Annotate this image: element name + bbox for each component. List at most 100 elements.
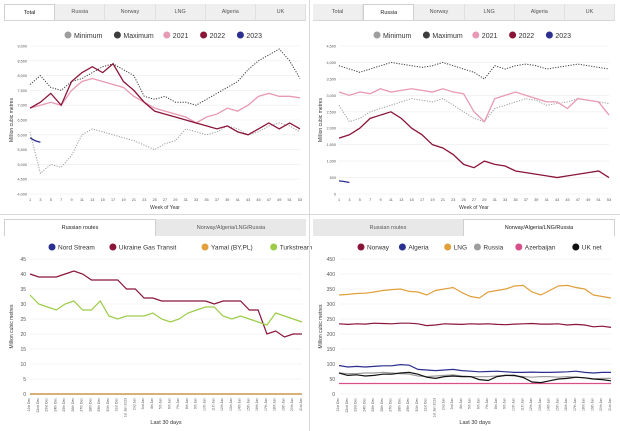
x-tick-label: 23 [451,198,455,202]
x-tick-label: 6th Jan [476,398,480,409]
panel-russia: Total Russia Norway LNG Algeria UK Minim… [313,4,616,212]
y-tick-label: 2,500 [326,110,336,114]
x-tick-label: 49 [277,198,281,202]
x-tick-label: 25th Dec [62,398,66,412]
x-tick-label: 35 [513,198,517,202]
y-tick-label: 6,000 [17,133,27,137]
x-tick-label: 51 [287,198,291,202]
chart-russia: Minimum Maximum 2021 2022 2023 0 500 1,000 1,500… [318,31,611,211]
series-line-lng [338,284,612,299]
legend-label-ukraine-gas-transit: Ukraine Gas Transit [119,245,177,252]
tab-uk[interactable]: UK [256,4,307,20]
x-tick-label: 27 [163,198,167,202]
y-tick-label: 3,500 [326,77,336,81]
x-tick-label: 7 [369,198,371,202]
x-tick-label: 26th Dec [380,398,384,412]
tabs-top-left: Total Russia Norway LNG Algeria UK [4,4,307,21]
x-tick-label: 19 [430,198,434,202]
x-tick-label: 18th Jan [582,398,586,411]
legend-label-maximum: Maximum [432,33,463,40]
tab-total[interactable]: Total [4,4,56,20]
x-tick-label: 24th Dec [362,398,366,412]
x-tick-label: 13 [90,198,94,202]
x-tick-label: 10th Jan [202,398,206,411]
tab-russian-routes[interactable]: Russian routes [313,219,463,236]
x-tick-label: 20th Jan [599,398,603,411]
tab-russia[interactable]: Russia [363,4,415,20]
legend-marker-nord-stream [48,243,56,251]
tab-norway-algeria-lng-russia[interactable]: Norway/Algeria/LNG/Russia [156,219,306,236]
tab-algeria[interactable]: Algeria [206,4,256,20]
y-tick-label: 3,000 [326,94,336,98]
x-tick-label: 45 [256,198,260,202]
tab-russia[interactable]: Russia [55,4,106,20]
y-axis-label: Million cubic metres [9,98,15,142]
y-tick-label: 9,000 [17,45,27,49]
x-tick-label: 6th Jan [167,398,171,409]
y-tick-label: 40 [20,272,26,278]
x-tick-label: 18th Jan [273,398,277,411]
x-tick-label: 41 [236,198,240,202]
y-axis-label: Million cubic metres [318,98,324,142]
x-tick-label: 17 [111,198,115,202]
x-tick-label: 1 [338,198,340,202]
y-tick-label: 45 [20,257,26,263]
x-tick-label: 35 [204,198,208,202]
tab-norway-algeria-lng-russia[interactable]: Norway/Algeria/LNG/Russia [463,219,615,236]
x-tick-label: 15th Jan [246,398,250,411]
tabs-bottom-right: Russian routes Norway/Algeria/LNG/Russia [313,219,615,236]
y-tick-label: 2,000 [326,127,336,131]
x-tick-label: 21st Jan [608,398,612,411]
series-line-ukraine-gas-transit [29,270,302,338]
tab-norway[interactable]: Norway [414,4,465,20]
series-line-minimum [338,98,610,123]
tab-lng[interactable]: LNG [156,4,206,20]
legend-label-azerbaijan: Azerbaijan [525,245,556,252]
legend-item-turkstream: Turkstream [270,243,312,252]
chart-supply-sources: Norway Algeria LNG Russia Azerbaijan UK net 0 5… [318,243,612,426]
tab-algeria[interactable]: Algeria [515,4,565,20]
x-tick-label: 9 [70,198,72,202]
x-tick-label: 12th Jan [220,398,224,411]
legend-item-maximum: Maximum [422,31,463,40]
legend-label-nord-stream: Nord Stream [58,245,95,252]
y-tick-label: 15 [20,347,26,353]
x-tick-label: 9th Jan [194,398,198,409]
x-tick-label: 7th Jan [485,398,489,409]
series-line-russia [338,371,611,380]
legend-marker-maximum [422,31,430,39]
tab-norway[interactable]: Norway [105,4,156,20]
tab-uk[interactable]: UK [565,4,616,20]
y-tick-label: 500 [330,176,336,180]
x-tick-label: 17 [420,198,424,202]
x-tick-label: 2nd Jan [441,398,445,410]
x-tick-label: 23 [142,198,146,202]
x-tick-label: 14th Jan [547,398,551,411]
chart-russian-routes: Nord Stream Ukraine Gas Transit Yamal (BY,… [9,243,312,426]
x-tick-label: 16th Jan [564,398,568,411]
tabs-bottom-left: Russian routes Norway/Algeria/LNG/Russia [4,219,306,236]
x-tick-label: 15 [101,198,105,202]
x-tick-label: 1 [29,198,31,202]
x-tick-label: 19th Jan [281,398,285,411]
x-tick-label: 30th Dec [106,398,110,412]
y-axis-label: Million cubic metres [9,304,15,348]
x-tick-label: 4th Jan [459,398,463,409]
series-line-2021 [338,88,610,123]
legend-marker-2022 [200,31,208,39]
x-tick-label: 27th Dec [389,398,393,412]
legend-item-yamal-by-pl: Yamal (BY,PL) [201,243,253,252]
tab-lng[interactable]: LNG [465,4,515,20]
legend-item-minimum: Minimum [64,31,103,40]
y-axis-label: Million cubic metres [318,304,324,348]
legend-marker-lng [444,243,452,251]
y-tick-label: 200 [327,332,336,338]
x-tick-label: 28th Dec [397,398,401,412]
tab-russian-routes[interactable]: Russian routes [4,219,156,236]
y-tick-label: 250 [327,317,336,323]
y-tick-label: 450 [327,257,336,263]
x-tick-label: 28th Dec [88,398,92,412]
tab-total[interactable]: Total [313,4,364,20]
x-tick-label: 51 [596,198,600,202]
y-tick-label: 20 [20,332,26,338]
